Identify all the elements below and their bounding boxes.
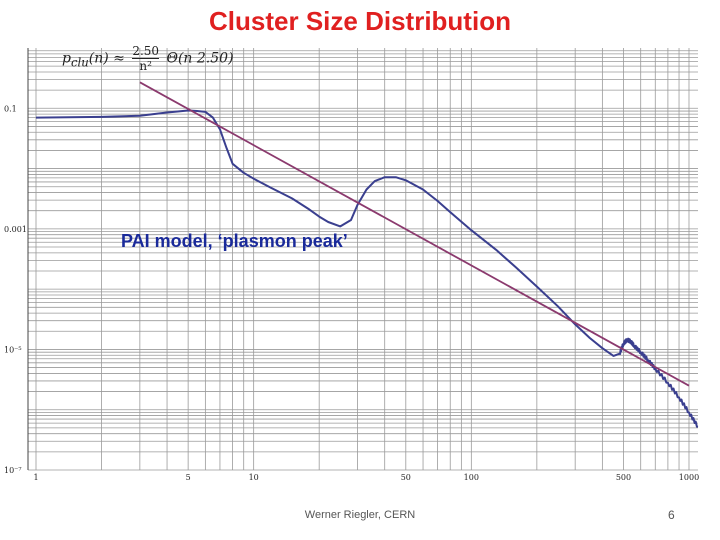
x-tick-labels: 1 5 10 50 100 500 1000 bbox=[33, 473, 699, 482]
x-tick-label: 5 bbox=[186, 473, 191, 482]
formula-fraction: 2.50 n² bbox=[132, 44, 160, 73]
plasmon-peak-annotation: PAI model, ‘plasmon peak’ bbox=[121, 231, 348, 251]
y-tick-label: 0.1 bbox=[4, 104, 17, 113]
y-tick-labels: 0.1 0.001 10⁻⁵ 10⁻⁷ bbox=[4, 104, 27, 475]
y-tick-label: 10⁻⁵ bbox=[4, 345, 22, 354]
page-number: 6 bbox=[668, 508, 675, 522]
y-tick-label: 10⁻⁷ bbox=[4, 466, 22, 475]
pai-model-curve bbox=[35, 109, 699, 428]
y-tick-label: 0.001 bbox=[4, 225, 27, 234]
formula-lhs: p bbox=[62, 50, 71, 67]
formula-denominator: n² bbox=[139, 59, 152, 73]
distribution-formula: pclu(n) ≈ 2.50 n² Θ(n 2.50) bbox=[62, 44, 234, 73]
formula-numerator: 2.50 bbox=[132, 44, 160, 59]
slide-title: Cluster Size Distribution bbox=[209, 6, 511, 36]
x-tick-label: 50 bbox=[401, 473, 411, 482]
series bbox=[35, 81, 699, 428]
grid bbox=[27, 48, 698, 471]
formula-lhs-subscript: clu bbox=[70, 55, 89, 70]
x-tick-label: 1 bbox=[33, 473, 38, 482]
formula-rhs: Θ(n 2.50) bbox=[166, 50, 234, 67]
x-tick-label: 1000 bbox=[679, 473, 699, 482]
footer-author: Werner Riegler, CERN bbox=[304, 509, 416, 521]
x-tick-label: 100 bbox=[464, 473, 479, 482]
power-law-curve bbox=[139, 81, 690, 387]
formula-arg: (n) ≈ bbox=[88, 50, 125, 67]
x-tick-label: 10 bbox=[249, 473, 259, 482]
x-tick-label: 500 bbox=[616, 473, 631, 482]
